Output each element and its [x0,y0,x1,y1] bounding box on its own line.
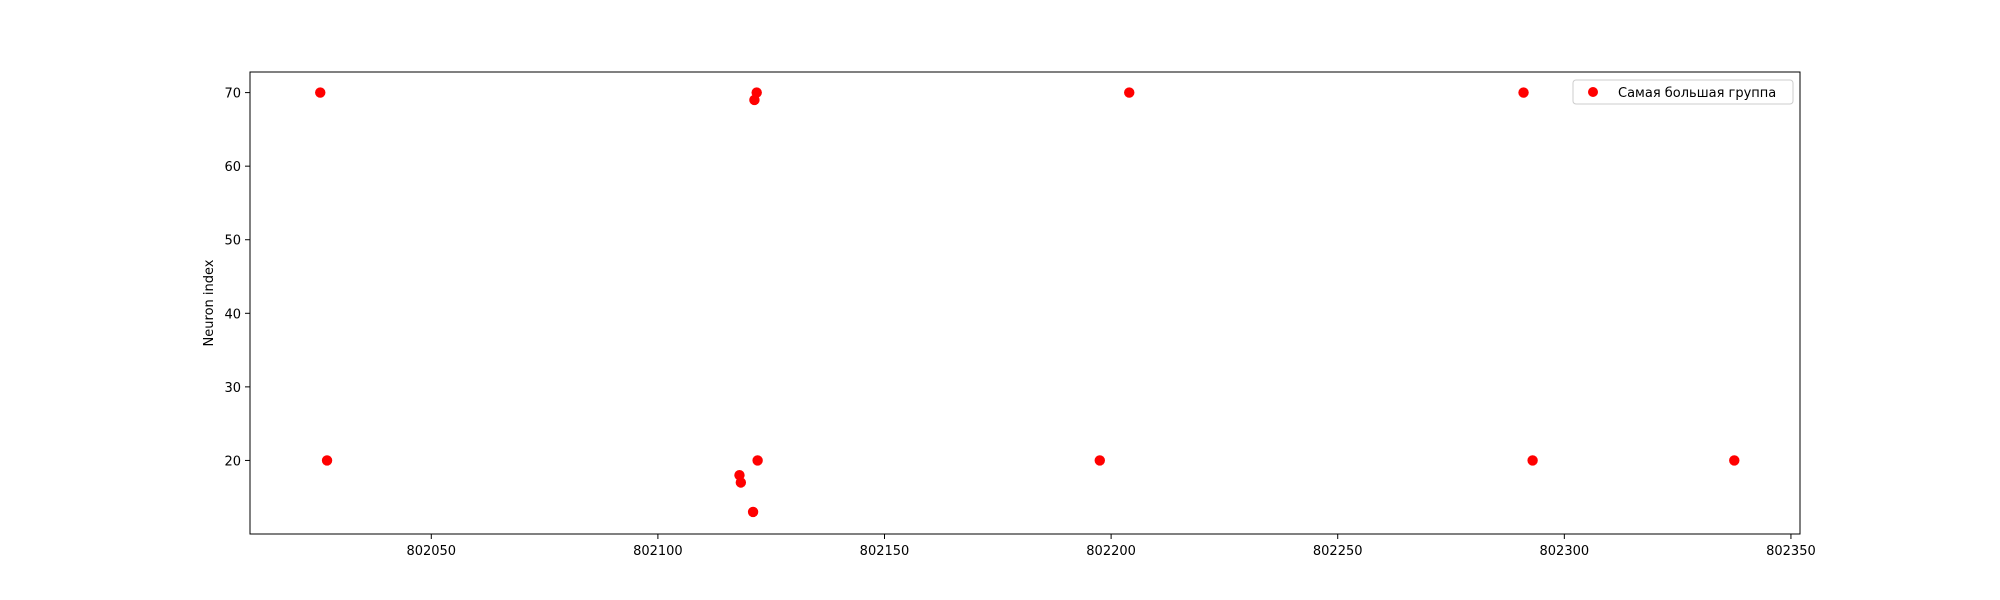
y-tick-label: 60 [224,160,241,175]
y-axis-label: Neuron index [202,259,217,346]
x-tick-label: 802150 [860,544,910,559]
legend: Самая большая группа [1572,79,1794,105]
data-point [751,87,762,98]
x-tick-label: 802100 [633,544,683,559]
x-tick-label: 802250 [1313,544,1363,559]
plot-area [250,72,1800,534]
data-point [1094,455,1105,466]
data-point [747,506,759,518]
data-points [315,87,1740,518]
legend-box [1572,79,1794,105]
data-point [315,87,326,98]
y-tick-label: 30 [224,381,241,396]
data-point [1729,455,1740,466]
x-tick-label: 802050 [406,544,456,559]
data-point [1518,87,1529,98]
y-tick-label: 50 [224,234,241,249]
data-point [1527,455,1538,466]
plot-frame [249,71,1801,535]
data-point [321,455,333,466]
y-tick-label: 20 [224,454,241,469]
legend-marker [1588,87,1598,97]
x-tick-label: 802300 [1540,544,1590,559]
data-point [735,477,747,488]
y-tick-label: 40 [224,307,241,322]
data-point [752,455,763,466]
x-axis-ticks: 802050 802100 802150 802200 802250 802300 8023… [406,534,1816,559]
y-axis-ticks: 20 30 40 50 60 70 [224,87,250,469]
data-point [1124,87,1135,98]
x-tick-label: 802350 [1766,544,1816,559]
legend-label: Самая большая группа [1618,86,1776,101]
x-tick-label: 802200 [1086,544,1136,559]
y-tick-label: 70 [224,87,241,102]
